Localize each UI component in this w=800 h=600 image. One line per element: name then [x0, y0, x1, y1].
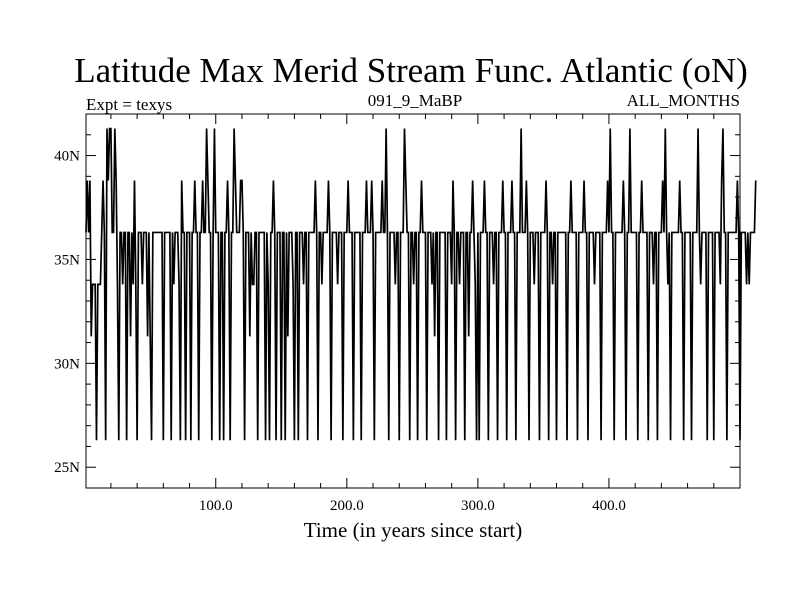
series-group	[85, 127, 757, 441]
chart-title: Latitude Max Merid Stream Func. Atlantic…	[74, 51, 748, 90]
y-tick-label: 30N	[54, 356, 80, 372]
series-line	[85, 127, 757, 441]
x-tick-label: 200.0	[330, 498, 364, 514]
subtitle-left: Expt = texys	[86, 95, 172, 114]
subtitle-center: 091_9_MaBP	[368, 91, 462, 110]
y-tick-label: 40N	[54, 149, 80, 165]
y-tick-label: 35N	[54, 252, 80, 268]
x-axis-ticks: 100.0 200.0 300.0 400.0	[110, 114, 715, 514]
x-tick-label: 100.0	[199, 498, 233, 514]
x-tick-label: 300.0	[461, 498, 495, 514]
subtitle-right: ALL_MONTHS	[627, 91, 740, 110]
x-tick-label: 400.0	[592, 498, 626, 514]
y-tick-label: 25N	[54, 460, 80, 476]
x-axis-label: Time (in years since start)	[304, 518, 523, 542]
